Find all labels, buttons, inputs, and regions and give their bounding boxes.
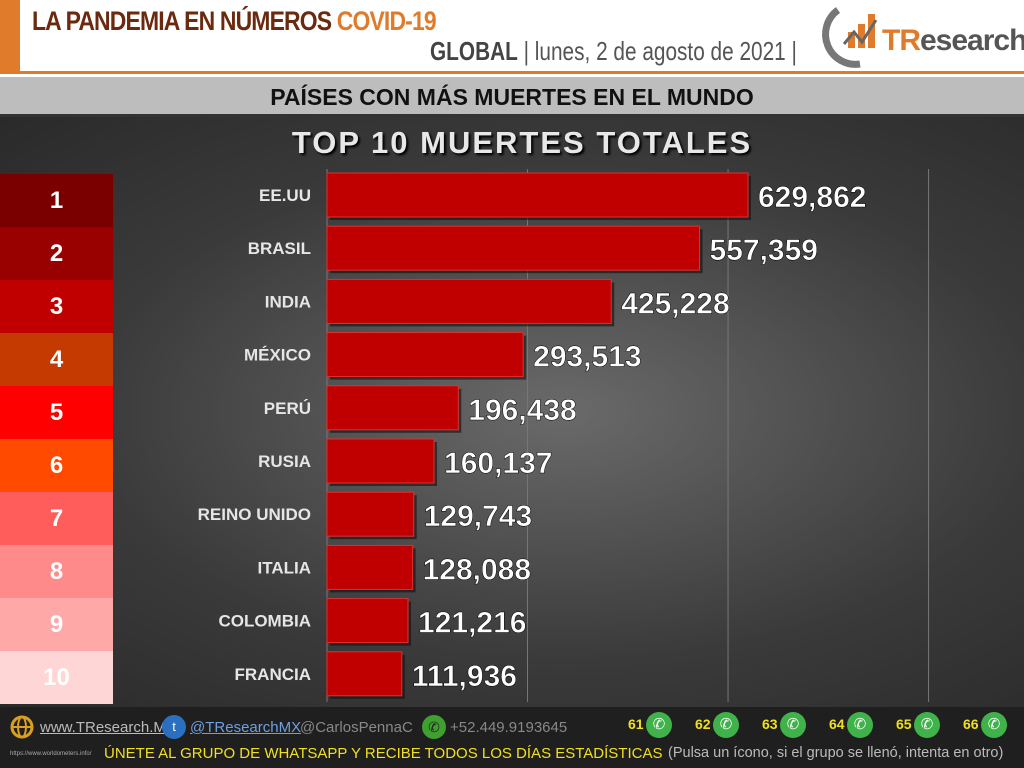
category-label: MÉXICO: [244, 346, 311, 365]
whatsapp-note: (Pulsa un ícono, si el grupo se llenó, i…: [668, 745, 1004, 761]
rank-badge: 3: [0, 280, 113, 333]
rank-badge: 10: [0, 651, 113, 704]
bar: [326, 278, 612, 324]
category-label: COLOMBIA: [218, 612, 311, 631]
rank-badge: 5: [0, 386, 113, 439]
whatsapp-group-number: 65: [896, 716, 912, 732]
bar: [326, 385, 459, 431]
whatsapp-group-number: 61: [628, 716, 644, 732]
value-label: 196,438: [468, 394, 576, 427]
scope: GLOBAL: [430, 36, 518, 66]
globe-icon: [10, 715, 34, 739]
personal-handle: @CarlosPennaC: [300, 719, 413, 736]
title-accent: COVID-19: [336, 6, 437, 36]
twitter-link[interactable]: @TResearchMX: [190, 719, 302, 736]
bar-chart: EE.UU 629,862 BRASIL 557,359 INDIA 425,228 MÉX…: [198, 169, 930, 702]
logo-b: esearch: [920, 24, 1024, 57]
logo-a: TR: [882, 24, 921, 57]
title-text: LA PANDEMIA EN NÚMEROS: [32, 6, 332, 36]
whatsapp-group-number: 63: [762, 716, 778, 732]
rank-badge: 9: [0, 598, 113, 651]
chart-title: TOP 10 MUERTES TOTALES: [291, 125, 753, 160]
category-label: RUSIA: [258, 452, 311, 471]
value-label: 557,359: [710, 234, 818, 267]
category-label: INDIA: [265, 292, 311, 311]
rank-badge: 2: [0, 227, 113, 280]
value-label: 128,088: [423, 553, 531, 586]
rank-badge: 6: [0, 439, 113, 492]
source-url: https://www.worldometers.info/: [10, 751, 92, 757]
chart-area: TOP 10 MUERTES TOTALES 1 2 3 4 5 6 7 8 9 10 EE.UU…: [0, 117, 1024, 707]
category-label: REINO UNIDO: [198, 505, 311, 524]
twitter-icon: t: [162, 715, 186, 739]
logo-text: TResearch: [882, 24, 1024, 58]
whatsapp-cta: ÚNETE AL GRUPO DE WHATSAPP Y RECIBE TODO…: [104, 745, 663, 762]
website-link[interactable]: www.TResearch.Mx: [40, 719, 174, 736]
header: LA PANDEMIA EN NÚMEROS COVID-19 GLOBAL |…: [0, 0, 1024, 74]
date: | lunes, 2 de agosto de 2021 |: [523, 36, 797, 66]
category-label: PERÚ: [264, 399, 311, 418]
header-title: LA PANDEMIA EN NÚMEROS COVID-19: [32, 6, 437, 37]
bar: [326, 491, 415, 537]
rank-badge: 7: [0, 492, 113, 545]
value-label: 129,743: [424, 500, 532, 533]
accent-bar: [0, 0, 20, 74]
bar: [326, 544, 414, 590]
whatsapp-icon[interactable]: ✆: [780, 712, 806, 738]
value-label: 629,862: [758, 181, 866, 214]
phone-icon: ✆: [422, 715, 446, 739]
category-label: FRANCIA: [235, 665, 312, 684]
whatsapp-group-number: 64: [829, 716, 845, 732]
header-date-line: GLOBAL | lunes, 2 de agosto de 2021 |: [430, 36, 797, 67]
whatsapp-group-number: 62: [695, 716, 711, 732]
category-label: EE.UU: [259, 186, 311, 205]
whatsapp-group-number: 66: [963, 716, 979, 732]
rank-badge: 1: [0, 174, 113, 227]
whatsapp-icon[interactable]: ✆: [646, 712, 672, 738]
bar: [326, 332, 524, 378]
category-label: ITALIA: [257, 558, 311, 577]
bar: [326, 651, 403, 697]
phone-number: +52.449.9193645: [450, 719, 568, 736]
value-label: 425,228: [621, 287, 729, 320]
bar: [326, 172, 749, 218]
bar: [326, 598, 409, 644]
rank-badge: 8: [0, 545, 113, 598]
whatsapp-icon[interactable]: ✆: [847, 712, 873, 738]
whatsapp-icon[interactable]: ✆: [981, 712, 1007, 738]
footer: www.TResearch.Mx t @TResearchMX @CarlosP…: [0, 707, 1024, 768]
category-label: BRASIL: [248, 239, 311, 258]
bar: [326, 225, 701, 271]
value-label: 160,137: [444, 447, 552, 480]
whatsapp-icon[interactable]: ✆: [914, 712, 940, 738]
tresearch-logo-icon: [822, 7, 878, 68]
whatsapp-icon[interactable]: ✆: [713, 712, 739, 738]
value-label: 121,216: [418, 607, 526, 640]
bar: [326, 438, 435, 484]
value-label: 293,513: [533, 341, 641, 374]
subtitle: PAÍSES CON MÁS MUERTES EN EL MUNDO: [0, 77, 1024, 117]
rank-badge: 4: [0, 333, 113, 386]
value-label: 111,936: [412, 660, 517, 693]
